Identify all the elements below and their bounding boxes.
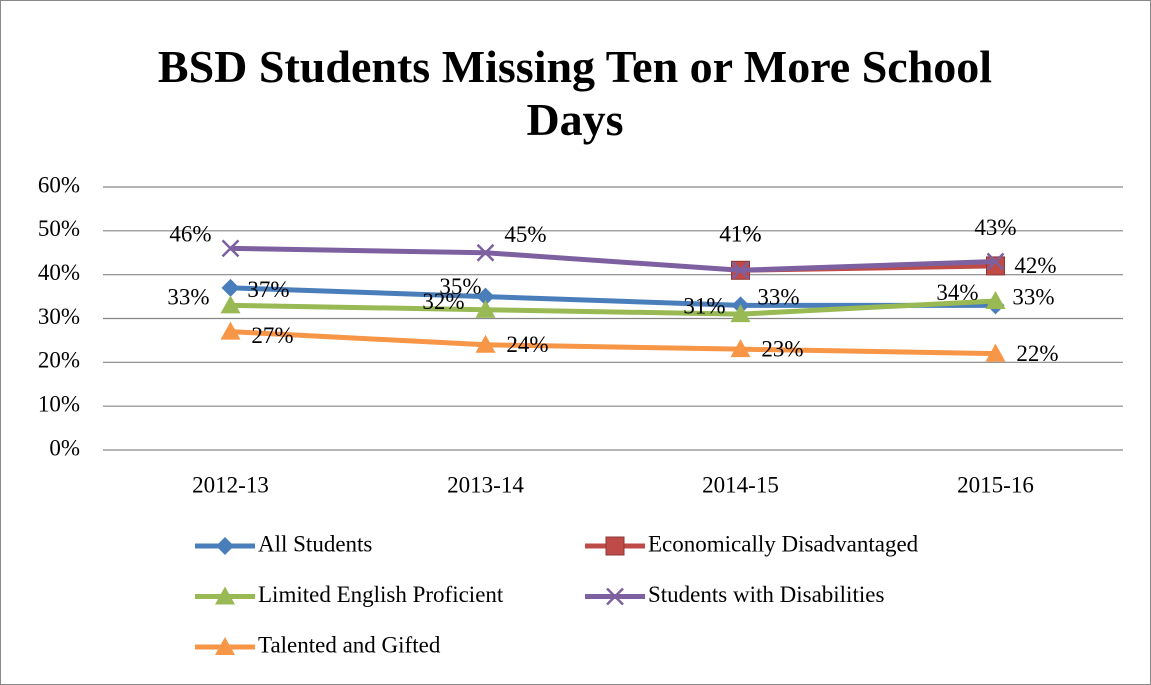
data-label: 33% xyxy=(757,285,799,310)
point-marker xyxy=(221,278,240,297)
point-marker xyxy=(475,299,496,318)
data-label: 34% xyxy=(936,280,978,305)
legend-marker xyxy=(606,587,624,606)
data-label: 31% xyxy=(683,293,725,318)
x-tick-label: 2013-14 xyxy=(447,472,524,497)
point-marker xyxy=(731,261,750,280)
data-label: 46% xyxy=(169,222,211,247)
y-tick-label: 10% xyxy=(38,391,80,416)
point-marker xyxy=(221,239,240,258)
legend-marker xyxy=(605,536,625,556)
point-marker xyxy=(220,295,241,314)
y-tick-label: 60% xyxy=(38,172,80,197)
y-tick-label: 30% xyxy=(38,304,80,329)
data-label: 35% xyxy=(439,274,481,299)
point-marker xyxy=(476,243,495,262)
point-marker xyxy=(730,304,751,323)
series-line xyxy=(230,245,996,273)
data-label: 45% xyxy=(504,222,546,247)
data-label: 41% xyxy=(719,222,761,247)
data-label: 27% xyxy=(251,323,293,348)
legend-label: Limited English Proficient xyxy=(258,582,504,607)
legend-label: Students with Disabilities xyxy=(648,582,884,607)
point-marker xyxy=(730,339,751,358)
point-marker xyxy=(985,343,1006,362)
data-label: 24% xyxy=(506,332,548,357)
point-marker xyxy=(475,334,496,353)
data-label: 37% xyxy=(247,277,289,302)
point-marker xyxy=(985,290,1006,309)
chart-title: BSD Students Missing Ten or More School … xyxy=(157,41,993,145)
x-tick-label: 2015-16 xyxy=(957,472,1034,497)
x-tick-label: 2014-15 xyxy=(702,472,779,497)
y-tick-label: 40% xyxy=(38,260,80,285)
data-label: 42% xyxy=(1014,253,1056,278)
data-label: 33% xyxy=(167,285,209,310)
y-tick-label: 0% xyxy=(49,435,80,460)
x-tick-label: 2012-13 xyxy=(192,472,269,497)
data-label: 41% xyxy=(719,222,761,247)
data-label: 22% xyxy=(1016,341,1058,366)
series-line xyxy=(230,329,996,357)
legend-marker xyxy=(215,586,235,605)
legend-label: All Students xyxy=(258,531,372,556)
point-marker xyxy=(986,252,1005,271)
legend-label: Economically Disadvantaged xyxy=(648,531,919,556)
point-marker xyxy=(476,287,495,306)
data-label: 32% xyxy=(422,289,464,314)
legend-marker xyxy=(216,537,234,555)
y-tick-label: 50% xyxy=(38,216,80,241)
legend-label: Talented and Gifted xyxy=(258,632,441,657)
data-label: 23% xyxy=(761,336,803,361)
point-marker xyxy=(220,321,241,340)
legend-marker xyxy=(215,637,235,655)
y-tick-label: 20% xyxy=(38,348,80,373)
data-label: 43% xyxy=(974,215,1016,240)
series-line xyxy=(230,298,996,317)
series-line xyxy=(230,285,996,308)
data-label: 33% xyxy=(1012,285,1054,310)
